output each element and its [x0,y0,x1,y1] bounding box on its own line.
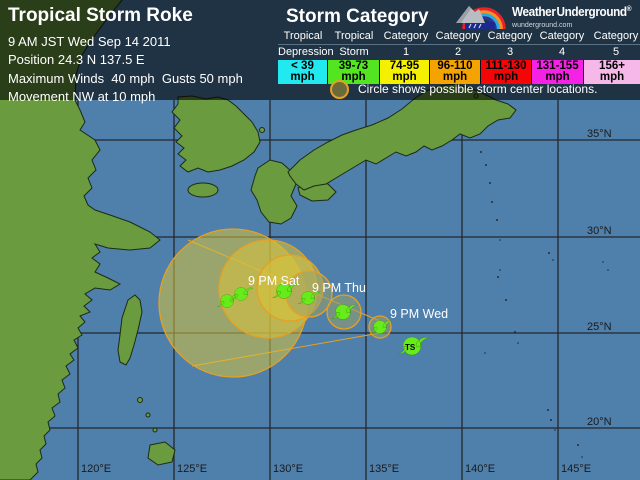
svg-text:120°E: 120°E [81,463,111,475]
svg-text:9 PM Sat: 9 PM Sat [248,274,300,288]
svg-text:25°N: 25°N [587,321,612,333]
svg-text:9 PM Thu: 9 PM Thu [312,281,366,295]
svg-text:125°E: 125°E [177,463,207,475]
svg-text:140°E: 140°E [465,463,495,475]
svg-text:35°N: 35°N [587,128,612,140]
svg-text:145°E: 145°E [561,463,591,475]
svg-text:30°N: 30°N [587,225,612,237]
svg-text:135°E: 135°E [369,463,399,475]
svg-text:TS: TS [405,343,416,352]
svg-text:130°E: 130°E [273,463,303,475]
svg-text:9 PM Wed: 9 PM Wed [390,307,448,321]
svg-text:20°N: 20°N [587,416,612,428]
